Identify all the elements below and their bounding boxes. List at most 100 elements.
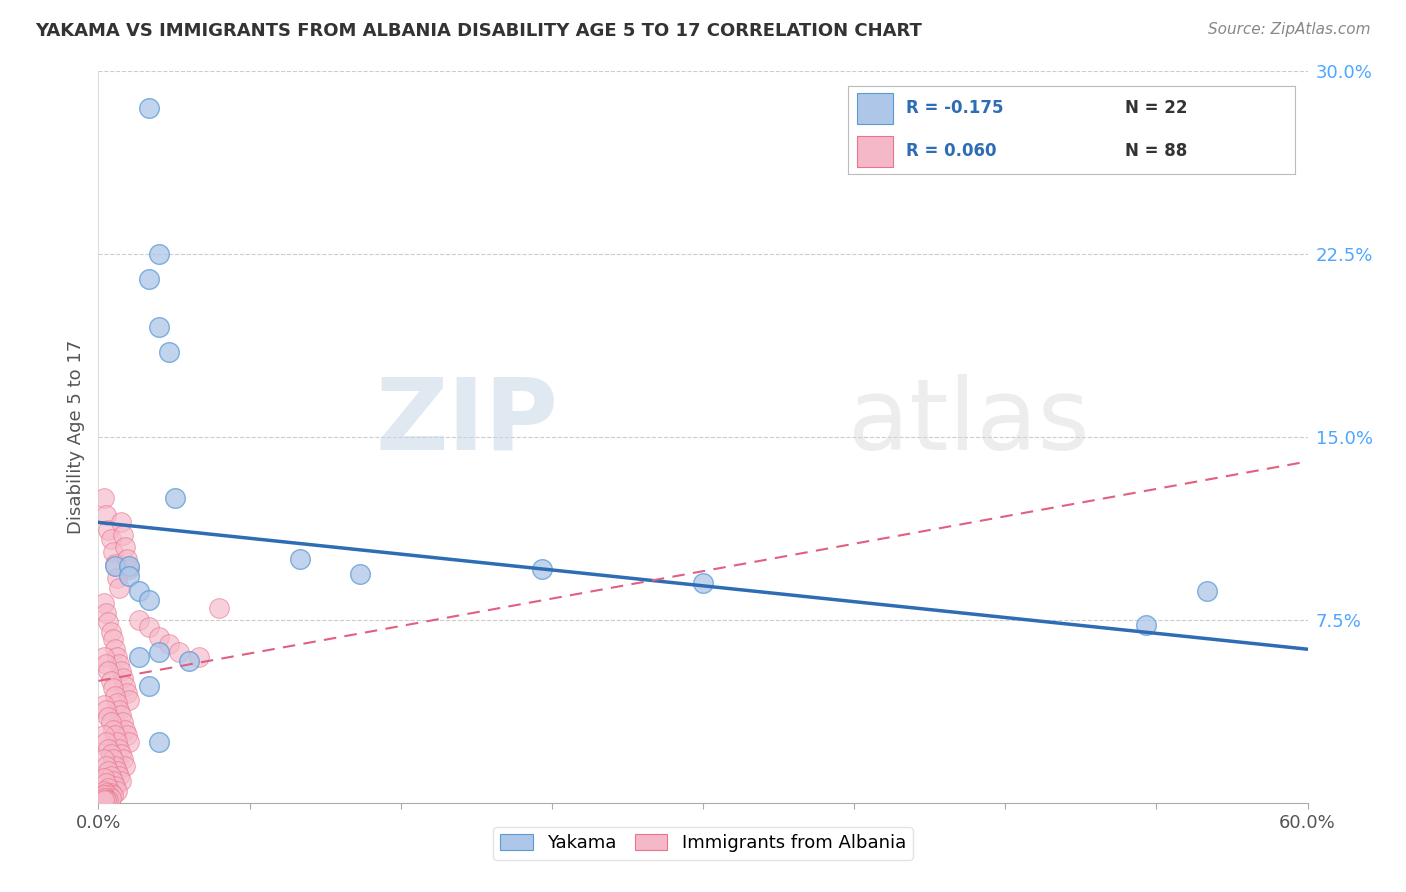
Point [101, 723, 124, 737]
Text: ZIP: ZIP [375, 374, 558, 471]
Point [101, 789, 124, 803]
Point [1135, 617, 1157, 632]
Point [107, 742, 129, 756]
Point [100, 715, 122, 730]
Point [97, 793, 120, 807]
Text: atlas: atlas [848, 374, 1090, 471]
Point [128, 649, 150, 664]
Point [96, 786, 118, 800]
Point [138, 271, 160, 285]
Point [107, 581, 129, 595]
Point [105, 572, 128, 586]
Point [96, 703, 118, 717]
Point [138, 679, 160, 693]
Point [115, 727, 138, 741]
Point [93, 793, 115, 807]
Point [114, 723, 136, 737]
Point [138, 593, 160, 607]
Point [148, 320, 170, 334]
Point [97, 664, 120, 678]
Point [163, 491, 186, 505]
Point [118, 562, 141, 576]
Point [110, 747, 132, 761]
Point [105, 696, 128, 710]
Point [128, 583, 150, 598]
Point [103, 779, 125, 793]
Point [93, 789, 115, 803]
Text: Source: ZipAtlas.com: Source: ZipAtlas.com [1208, 22, 1371, 37]
Point [101, 632, 124, 647]
Point [692, 576, 714, 591]
Point [96, 657, 118, 671]
Point [115, 552, 138, 566]
Point [103, 559, 125, 574]
Point [188, 649, 211, 664]
Point [114, 679, 136, 693]
Point [93, 698, 115, 713]
Point [93, 491, 115, 505]
Point [148, 247, 170, 261]
Text: YAKAMA VS IMMIGRANTS FROM ALBANIA DISABILITY AGE 5 TO 17 CORRELATION CHART: YAKAMA VS IMMIGRANTS FROM ALBANIA DISABI… [35, 22, 922, 40]
Point [107, 657, 129, 671]
Point [96, 735, 118, 749]
Point [100, 791, 122, 805]
Point [111, 527, 134, 541]
Point [97, 764, 120, 778]
Point [105, 649, 128, 664]
Point [114, 759, 136, 773]
Point [96, 791, 118, 805]
Point [114, 540, 136, 554]
Point [97, 781, 120, 796]
Point [100, 747, 122, 761]
Point [105, 783, 128, 797]
Point [96, 759, 118, 773]
Point [208, 600, 231, 615]
Point [101, 681, 124, 696]
Point [118, 735, 141, 749]
Point [530, 562, 553, 576]
Point [103, 689, 125, 703]
Point [100, 673, 122, 688]
Point [138, 620, 160, 634]
Point [100, 786, 122, 800]
Point [111, 715, 134, 730]
Point [100, 625, 122, 640]
Point [349, 566, 371, 581]
Point [110, 664, 132, 678]
Point [100, 769, 122, 783]
Point [100, 533, 122, 547]
Point [167, 645, 190, 659]
Point [1195, 583, 1218, 598]
Point [107, 769, 129, 783]
Point [138, 101, 160, 115]
Point [110, 773, 132, 788]
Point [93, 649, 115, 664]
Point [97, 742, 120, 756]
Point [107, 703, 129, 717]
Point [118, 559, 141, 574]
Point [110, 708, 132, 723]
Point [103, 759, 125, 773]
Point [96, 606, 118, 620]
Point [93, 772, 115, 786]
Point [93, 783, 115, 797]
Point [97, 615, 120, 630]
Point [96, 508, 118, 522]
Point [105, 735, 128, 749]
Point [128, 613, 150, 627]
Point [93, 791, 115, 805]
Point [118, 569, 141, 583]
Point [103, 727, 125, 741]
Point [157, 637, 180, 651]
Point [111, 752, 134, 766]
Point [103, 557, 125, 571]
Point [148, 645, 170, 659]
Point [101, 544, 124, 558]
Point [111, 672, 134, 686]
Point [96, 776, 118, 790]
Point [148, 735, 170, 749]
Y-axis label: Disability Age 5 to 17: Disability Age 5 to 17 [66, 340, 84, 534]
Point [101, 773, 124, 788]
Point [97, 523, 120, 537]
Point [93, 727, 115, 741]
